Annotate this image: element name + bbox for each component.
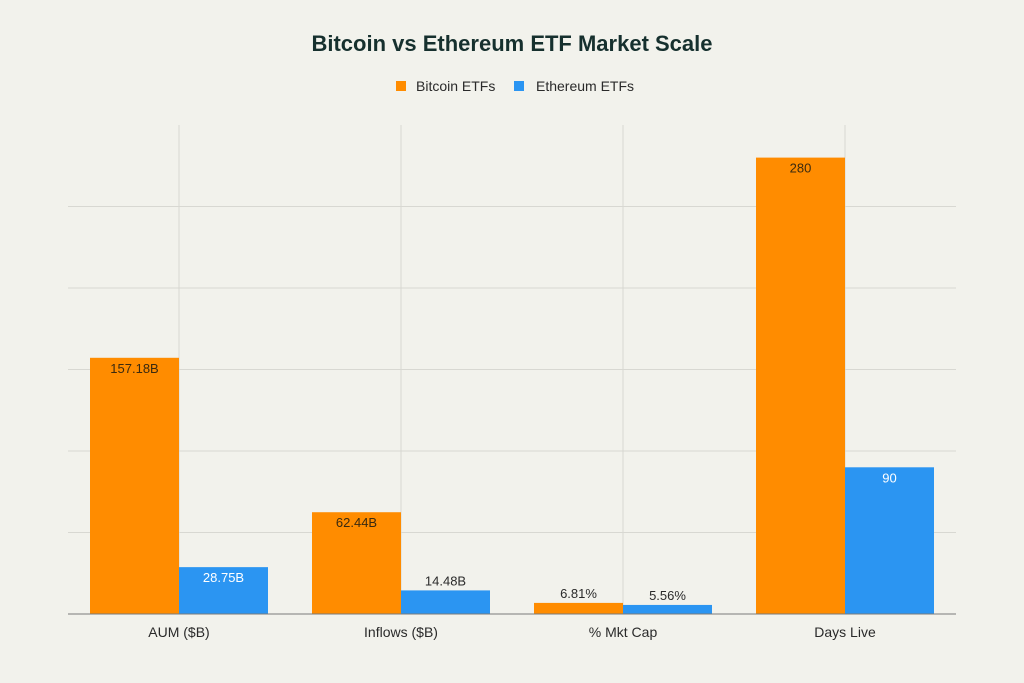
data-label: 90 <box>882 470 896 485</box>
bar-ethereum <box>845 467 934 614</box>
data-label: 280 <box>790 161 812 176</box>
x-tick-label: AUM ($B) <box>148 624 209 640</box>
bar-ethereum <box>179 567 268 614</box>
x-tick-label: Inflows ($B) <box>364 624 438 640</box>
bar-ethereum <box>623 604 712 614</box>
x-tick-label: Days Live <box>814 624 876 640</box>
bar-bitcoin <box>312 512 401 614</box>
x-axis: AUM ($B) Inflows ($B) % Mkt Cap Days Live <box>68 613 956 640</box>
legend-swatch-ethereum <box>514 81 524 91</box>
data-label: 28.75B <box>203 570 244 585</box>
bar-bitcoin <box>756 157 845 614</box>
chart-title: Bitcoin vs Ethereum ETF Market Scale <box>311 31 712 56</box>
legend-label-ethereum: Ethereum ETFs <box>536 78 634 94</box>
data-label: 62.44B <box>336 515 377 530</box>
data-label: 14.48B <box>425 573 466 588</box>
legend-swatch-bitcoin <box>396 81 406 91</box>
data-label: 6.81% <box>560 586 597 601</box>
bar-bitcoin <box>534 602 623 614</box>
data-label: 157.18B <box>110 361 158 376</box>
x-tick-label: % Mkt Cap <box>589 624 658 640</box>
legend: Bitcoin ETFs Ethereum ETFs <box>396 78 634 94</box>
data-label: 5.56% <box>649 588 686 603</box>
bars <box>90 157 934 614</box>
legend-label-bitcoin: Bitcoin ETFs <box>416 78 495 94</box>
data-labels: 157.18B 28.75B 62.44B 14.48B 6.81% 5.56% 280 90 <box>110 161 896 603</box>
bar-bitcoin <box>90 357 179 614</box>
bar-ethereum <box>401 590 490 614</box>
